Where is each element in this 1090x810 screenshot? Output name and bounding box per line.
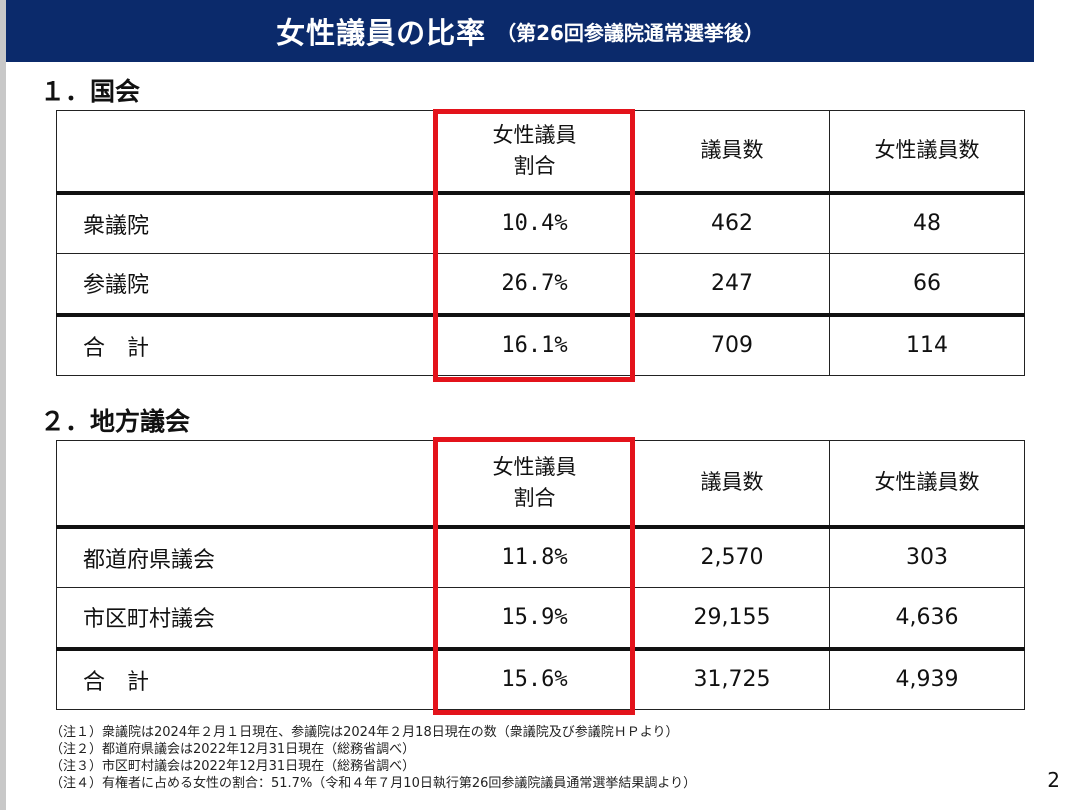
members-cell: 2,570 [634,526,830,588]
total-row: 合 計 15.6% 31,725 4,939 [56,646,1025,710]
total-members-cell: 31,725 [634,646,830,710]
table-row: 市区町村議会 15.9% 29,155 4,636 [56,587,1025,649]
total-label: 合 計 [56,312,435,376]
row-label: 市区町村議会 [56,587,435,649]
women-rate-cell: 10.4% [434,192,635,254]
national-diet-table: 女性議員 割合 議員数 女性議員数 衆議院 10.4% 462 48 参議院 2… [56,110,1025,376]
header-women-rate-line1: 女性議員 [492,454,577,479]
footnote: （注３）市区町村議会は2022年12月31日現在（総務省調べ） [50,759,416,774]
total-members-cell: 709 [634,312,830,376]
women-members-cell: 303 [829,526,1025,588]
table-header-row: 女性議員 割合 議員数 女性議員数 [56,110,1025,195]
table-row: 衆議院 10.4% 462 48 [56,192,1025,254]
total-label: 合 計 [56,646,435,710]
total-women-members-cell: 4,939 [829,646,1025,710]
table-row: 都道府県議会 11.8% 2,570 303 [56,526,1025,588]
section-heading-national: １．国会 [40,77,141,106]
local-assembly-table: 女性議員 割合 議員数 女性議員数 都道府県議会 11.8% 2,570 303… [56,440,1025,710]
header-members: 議員数 [634,110,830,195]
row-label: 衆議院 [56,192,435,254]
header-women-rate-line1: 女性議員 [492,122,577,147]
row-label: 参議院 [56,253,435,315]
women-rate-cell: 11.8% [434,526,635,588]
header-women-rate: 女性議員 割合 [434,110,635,195]
footnote: （注１）衆議院は2024年２月１日現在、参議院は2024年２月18日現在の数（衆… [50,725,679,740]
total-row: 合 計 16.1% 709 114 [56,312,1025,376]
women-members-cell: 4,636 [829,587,1025,649]
members-cell: 29,155 [634,587,830,649]
table-row: 参議院 26.7% 247 66 [56,253,1025,315]
page-title: 女性議員の比率 [276,16,487,50]
header-women-members: 女性議員数 [829,440,1025,529]
header-members: 議員数 [634,440,830,529]
section-heading-local: ２．地方議会 [40,407,191,436]
footnote: （注２）都道府県議会は2022年12月31日現在（総務省調べ） [50,742,416,757]
left-edge [0,0,6,810]
title-bar: 女性議員の比率 （第26回参議院通常選挙後） [6,0,1034,62]
women-members-cell: 48 [829,192,1025,254]
page-subtitle: （第26回参議院通常選挙後） [496,20,764,45]
row-label: 都道府県議会 [56,526,435,588]
header-women-rate-line2: 割合 [513,485,556,510]
header-blank [56,440,435,529]
footnotes: （注１）衆議院は2024年２月１日現在、参議院は2024年２月18日現在の数（衆… [50,724,696,792]
members-cell: 247 [634,253,830,315]
header-blank [56,110,435,195]
header-women-rate-line2: 割合 [513,153,556,178]
header-women-rate: 女性議員 割合 [434,440,635,529]
women-members-cell: 66 [829,253,1025,315]
footnote: （注４）有権者に占める女性の割合：51.7%（令和４年７月10日執行第26回参議… [50,776,697,791]
page-number: 2 [1047,768,1060,792]
members-cell: 462 [634,192,830,254]
table-header-row: 女性議員 割合 議員数 女性議員数 [56,440,1025,529]
header-women-members: 女性議員数 [829,110,1025,195]
women-rate-cell: 26.7% [434,253,635,315]
total-women-rate-cell: 15.6% [434,646,635,710]
total-women-rate-cell: 16.1% [434,312,635,376]
total-women-members-cell: 114 [829,312,1025,376]
women-rate-cell: 15.9% [434,587,635,649]
